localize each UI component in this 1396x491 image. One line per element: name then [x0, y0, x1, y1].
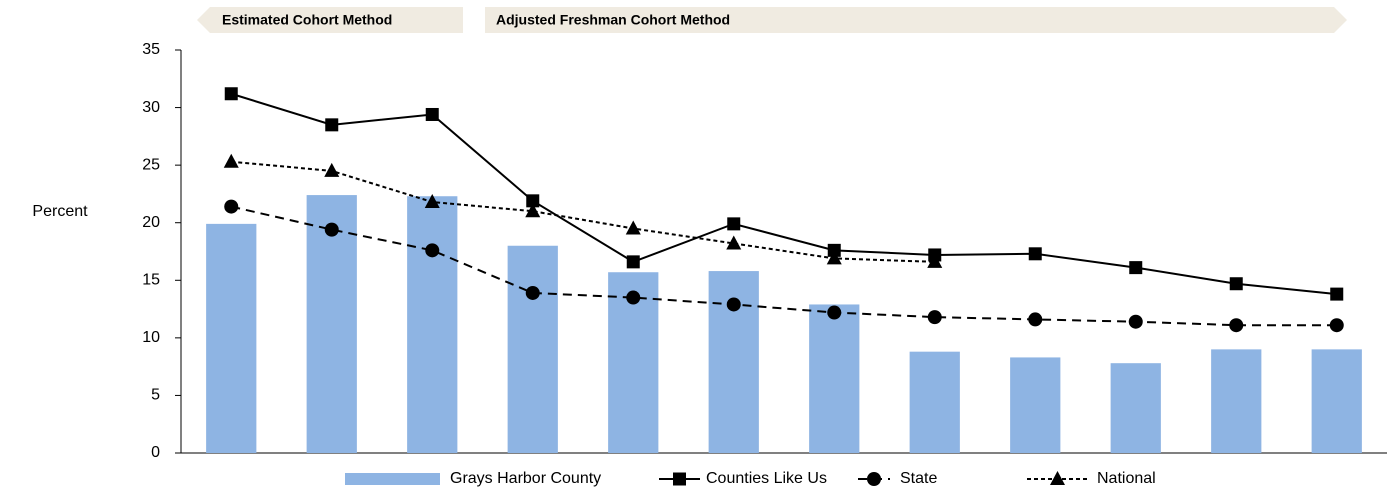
- y-tick-label: 35: [142, 41, 160, 58]
- marker: [324, 162, 340, 177]
- y-tick-label: 20: [142, 214, 160, 231]
- marker: [1330, 287, 1344, 301]
- legend-swatch: [345, 473, 440, 485]
- marker: [325, 118, 339, 132]
- y-tick-label: 5: [151, 387, 160, 404]
- line: [231, 205, 1337, 327]
- bar: [1110, 363, 1161, 453]
- bar: [206, 223, 257, 453]
- marker: [525, 203, 541, 218]
- bar: [809, 304, 860, 453]
- marker: [525, 285, 540, 300]
- marker: [827, 305, 842, 320]
- marker: [1229, 318, 1244, 333]
- line: [231, 160, 935, 263]
- marker: [1028, 312, 1043, 327]
- bar: [407, 196, 458, 453]
- marker: [425, 243, 440, 258]
- legend-label: National: [1097, 470, 1156, 487]
- marker: [1329, 318, 1344, 333]
- y-tick-label: 25: [142, 156, 160, 173]
- marker: [425, 107, 439, 121]
- banner-label: Adjusted Freshman Cohort Method: [496, 12, 730, 28]
- y-tick-label: 0: [151, 444, 160, 461]
- bar: [1211, 349, 1262, 453]
- marker: [726, 235, 742, 250]
- legend-label: Counties Like Us: [706, 470, 827, 487]
- bar: [909, 351, 960, 453]
- bar: [507, 245, 558, 453]
- marker: [927, 253, 943, 268]
- legend-marker: [673, 472, 686, 486]
- marker: [223, 153, 239, 168]
- marker: [827, 243, 841, 257]
- marker: [224, 199, 239, 214]
- marker: [626, 255, 640, 269]
- marker: [224, 87, 238, 101]
- marker: [424, 193, 440, 208]
- marker: [526, 194, 540, 208]
- line: [230, 92, 1337, 296]
- legend-marker: [1050, 471, 1065, 485]
- marker: [726, 297, 741, 312]
- marker: [927, 310, 942, 325]
- y-tick-label: 30: [142, 99, 160, 116]
- marker: [826, 250, 842, 265]
- bar: [306, 195, 357, 453]
- bar: [1010, 357, 1061, 453]
- marker: [1028, 247, 1042, 261]
- marker: [626, 290, 641, 305]
- marker: [1229, 277, 1243, 291]
- y-tick-label: 10: [142, 329, 160, 346]
- banner-label: Estimated Cohort Method: [222, 12, 392, 28]
- marker: [1128, 314, 1143, 329]
- legend-marker: [867, 472, 881, 486]
- bar: [1311, 349, 1362, 453]
- marker: [727, 217, 741, 231]
- banner: [485, 7, 1347, 33]
- marker: [1129, 261, 1143, 275]
- marker: [625, 220, 641, 235]
- legend-label: Grays Harbor County: [450, 470, 601, 487]
- banner: [197, 7, 463, 33]
- y-tick-label: 15: [142, 272, 160, 289]
- y-axis-label: Percent: [32, 203, 88, 220]
- legend-label: State: [900, 470, 937, 487]
- marker: [324, 222, 339, 237]
